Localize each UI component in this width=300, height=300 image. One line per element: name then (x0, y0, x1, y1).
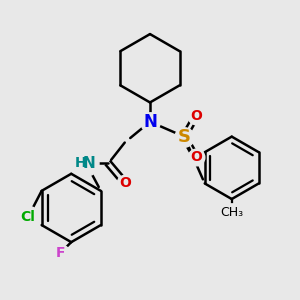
Text: O: O (119, 176, 131, 190)
Text: F: F (56, 245, 66, 260)
Text: O: O (190, 150, 202, 164)
Text: N: N (143, 113, 157, 131)
Text: S: S (178, 128, 191, 146)
Text: N: N (83, 156, 95, 171)
Text: O: O (190, 109, 202, 123)
Text: H: H (75, 156, 87, 170)
Text: CH₃: CH₃ (220, 206, 243, 220)
Text: Cl: Cl (21, 210, 36, 224)
